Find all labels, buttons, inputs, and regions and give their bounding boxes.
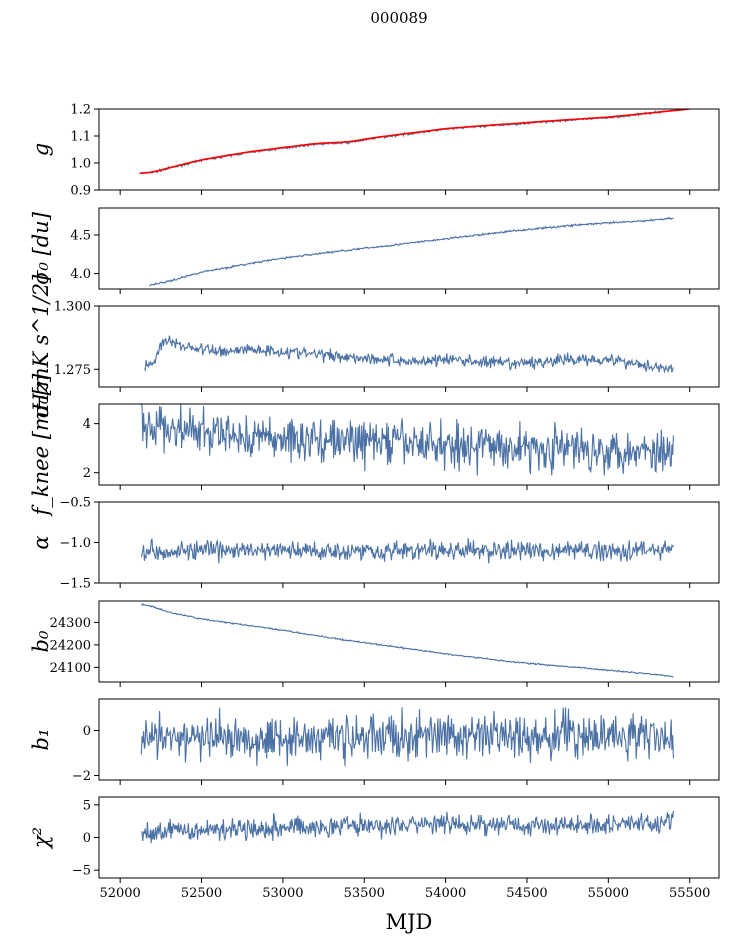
y-tick-label: 0	[83, 831, 91, 846]
y-tick-label: 1.2	[70, 103, 91, 118]
y-tick-label: 0.9	[70, 184, 91, 199]
series-b0	[140, 603, 674, 678]
axes-frame	[98, 796, 720, 879]
y-axis-label: σ₀ [du]	[29, 211, 53, 285]
y-tick-label: 4.0	[70, 267, 91, 282]
x-axis-label: MJD	[386, 910, 433, 934]
y-tick-label: −1.0	[59, 536, 91, 551]
series-g-model	[139, 109, 690, 175]
axes-frame	[98, 305, 720, 388]
y-tick-label: 5	[83, 798, 91, 813]
y-tick-label: 24300	[50, 616, 91, 631]
y-axis-label: χ²	[29, 827, 53, 850]
series-sigma0_mk	[144, 335, 674, 374]
series-alpha	[140, 538, 674, 564]
figure-title: 000089	[370, 9, 427, 27]
series-fknee	[140, 404, 674, 476]
y-tick-label: 1.300	[54, 300, 91, 315]
series-chi2	[140, 810, 674, 844]
panel-sigma0_du: 4.0 4.5 σ₀ [du]	[29, 207, 720, 294]
x-tick-label: 54000	[425, 886, 466, 901]
x-tick-label: 54500	[506, 886, 547, 901]
y-axis-label: σ₀[mK s^1/2]	[29, 274, 53, 418]
series-sigma0	[149, 216, 674, 287]
y-tick-label: 0	[83, 724, 91, 739]
y-axis-label: b₀	[29, 630, 53, 652]
y-tick-label: −5	[72, 864, 91, 879]
panel-chi2: −5 0 5 52000 52500 53000 53500 54000 54500 55000 5…	[29, 796, 720, 901]
x-tick-label: 55500	[669, 886, 710, 901]
axes-frame	[98, 501, 720, 584]
y-axis-label: f_knee [mHz]	[29, 373, 53, 518]
axes-frame	[98, 403, 720, 486]
series-g	[140, 109, 674, 175]
x-tick-label: 53500	[344, 886, 385, 901]
y-tick-label: −2	[72, 769, 91, 784]
y-tick-label: −1.5	[59, 577, 91, 592]
y-axis-label: α	[29, 535, 53, 549]
y-axis-label: g	[29, 143, 53, 156]
y-tick-label: 1.0	[70, 157, 91, 172]
y-tick-label: 1.1	[70, 130, 91, 145]
panel-alpha: −1.5 −1.0 −0.5 α	[29, 496, 720, 592]
y-tick-label: −0.5	[59, 496, 91, 511]
axes-frame	[98, 207, 720, 290]
x-tick-label: 55000	[588, 886, 629, 901]
x-tick-label: 53000	[262, 886, 303, 901]
y-tick-label: 24100	[50, 661, 91, 676]
x-tick-label: 52000	[99, 886, 140, 901]
y-tick-label: 24200	[50, 638, 91, 653]
axes-frame	[98, 600, 720, 683]
panel-g: 0.9 1.0 1.1 1.2 g	[29, 103, 720, 199]
axes-frame	[98, 698, 720, 781]
y-axis-label: b₁	[29, 729, 53, 751]
panels: 0.9 1.0 1.1 1.2 g 4.0 4.5 σ₀ [du] 1.275 1.300σ₀[m…	[29, 103, 720, 901]
y-tick-label: 2	[83, 466, 91, 481]
series-b1	[140, 707, 674, 767]
x-tick-label: 52500	[181, 886, 222, 901]
panel-fknee: 2 4 f_knee [mHz]	[29, 373, 720, 518]
y-tick-label: 4	[83, 417, 91, 432]
axes-frame	[98, 108, 720, 191]
panel-b1: −2 0 b₁	[29, 698, 720, 785]
y-tick-label: 1.275	[54, 363, 91, 378]
y-tick-label: 4.5	[70, 229, 91, 244]
